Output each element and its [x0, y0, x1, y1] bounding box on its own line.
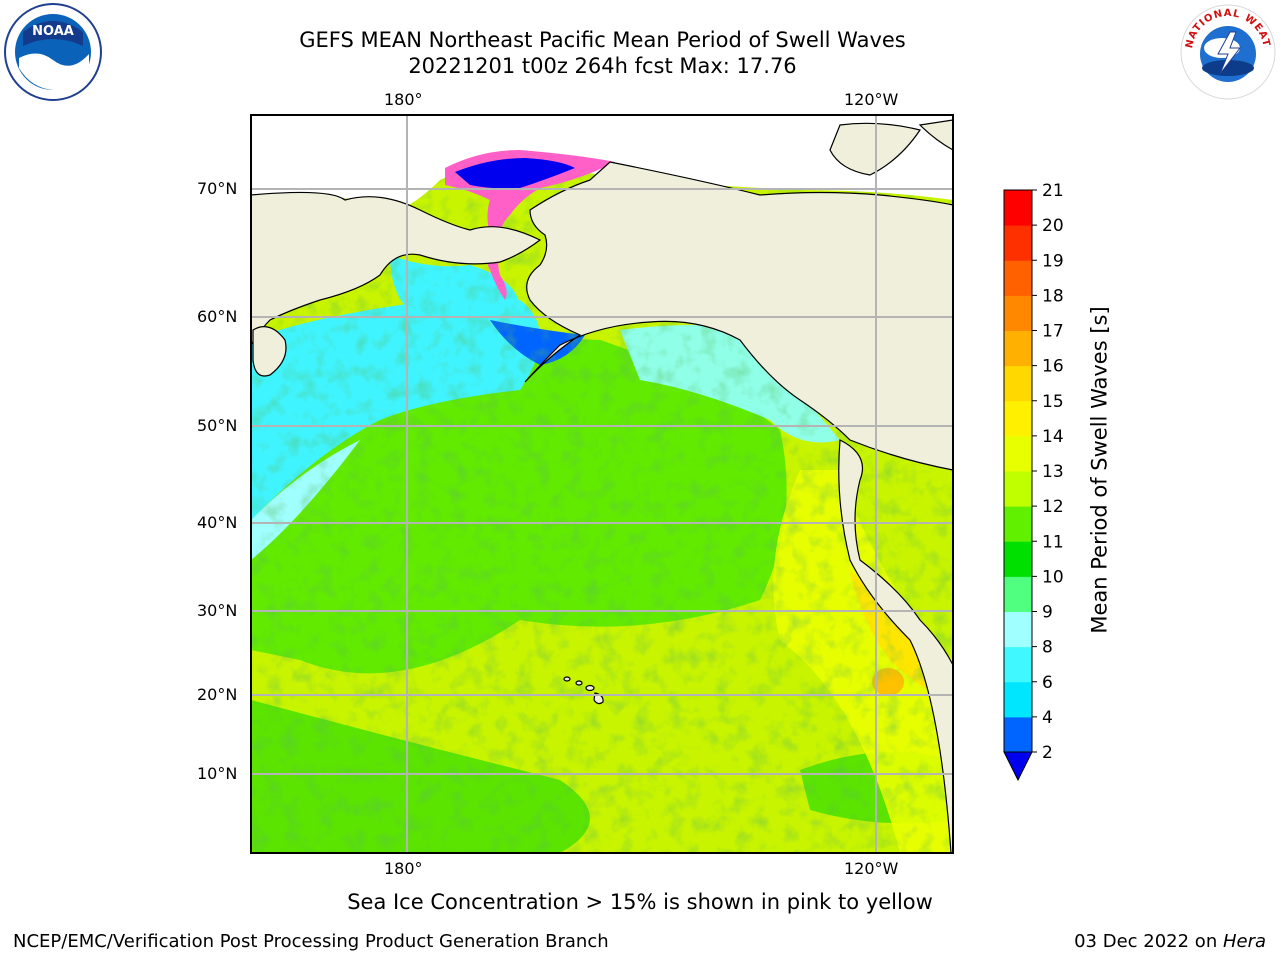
left-tick-70n: 70°N: [197, 179, 238, 198]
colorbar-swatch: [1004, 681, 1032, 718]
kamchatka-land: [252, 326, 287, 377]
left-tick-30n: 30°N: [197, 601, 238, 620]
colorbar-tick-label: 17: [1042, 322, 1064, 342]
colorbar-tick-label: 21: [1042, 181, 1064, 201]
bottom-tick-120w: 120°W: [844, 859, 899, 878]
colorbar-tick-label: 19: [1042, 251, 1064, 271]
chukchi-sea-zone: [455, 158, 575, 189]
arctic-islands-land-2: [918, 119, 953, 151]
colorbar-swatch: [1004, 190, 1032, 226]
left-tick-10n: 10°N: [197, 764, 238, 783]
footer-date: 03 Dec 2022 on Hera: [1074, 931, 1266, 952]
colorbar-tick-label: 14: [1042, 427, 1064, 447]
colorbar-tick-label: 2: [1042, 743, 1053, 763]
nws-logo: NATIONAL WEATHER SERVICE: [1178, 2, 1276, 100]
noaa-logo: NOAA: [4, 3, 102, 101]
sea-ice-caption: Sea Ice Concentration > 15% is shown in …: [347, 890, 933, 914]
colorbar-tick-label: 6: [1042, 673, 1053, 693]
siberia-land: [251, 191, 542, 347]
colorbar-swatch: [1004, 365, 1032, 402]
colorbar-swatch: [1004, 435, 1032, 472]
colorbar-swatch: [1004, 260, 1032, 296]
colorbar-swatch: [1004, 576, 1032, 612]
svg-text:NOAA: NOAA: [32, 24, 74, 39]
colorbar-tick-label: 4: [1042, 708, 1053, 728]
colorbar-swatch: [1004, 400, 1032, 437]
chart-title: GEFS MEAN Northeast Pacific Mean Period …: [299, 28, 906, 52]
colorbar-tick-label: 12: [1042, 497, 1064, 517]
colorbar-tick-label: 10: [1042, 567, 1064, 587]
colorbar-extend-arrow: [1003, 751, 1033, 782]
colorbar-swatch: [1004, 506, 1032, 542]
map-frame: [250, 114, 954, 854]
chart-subtitle: 20221201 t00z 264h fcst Max: 17.76: [408, 54, 797, 78]
top-tick-120w: 120°W: [844, 90, 899, 109]
left-tick-50n: 50°N: [197, 416, 238, 435]
footer-host: Hera: [1222, 931, 1266, 952]
colorbar-swatch: [1004, 330, 1032, 367]
colorbar-swatch: [1004, 611, 1032, 648]
west-coast-land: [838, 439, 953, 853]
colorbar-swatch: [1004, 716, 1032, 753]
colorbar-tick-label: 18: [1042, 286, 1064, 306]
colorbar-tick-label: 16: [1042, 357, 1064, 377]
colorbar: 2 4 6 8 9 10 11 12 13 14 15 16 17 18 19 20 21: [1003, 181, 1064, 782]
colorbar-swatch: [1004, 646, 1032, 683]
colorbar-swatch: [1004, 471, 1032, 507]
bottom-tick-180: 180°: [384, 859, 423, 878]
left-tick-60n: 60°N: [197, 307, 238, 326]
colorbar-label: Mean Period of Swell Waves [s]: [1088, 306, 1113, 634]
colorbar-tick-label: 8: [1042, 638, 1053, 658]
colorbar-tick-label: 11: [1042, 532, 1064, 552]
colorbar-swatch: [1004, 295, 1032, 331]
colorbar-swatch: [1004, 541, 1032, 577]
colorbar-tick-label: 20: [1042, 216, 1064, 236]
footer-date-text: 03 Dec 2022 on: [1074, 931, 1223, 952]
left-tick-40n: 40°N: [197, 513, 238, 532]
top-tick-180: 180°: [384, 90, 423, 109]
map-gridlines: [251, 115, 953, 853]
colorbar-swatch: [1004, 225, 1032, 261]
left-tick-20n: 20°N: [197, 685, 238, 704]
colorbar-tick-label: 15: [1042, 392, 1064, 412]
footer-credit: NCEP/EMC/Verification Post Processing Pr…: [13, 931, 609, 952]
colorbar-tick-label: 9: [1042, 603, 1053, 623]
colorbar-tick-label: 13: [1042, 462, 1064, 482]
